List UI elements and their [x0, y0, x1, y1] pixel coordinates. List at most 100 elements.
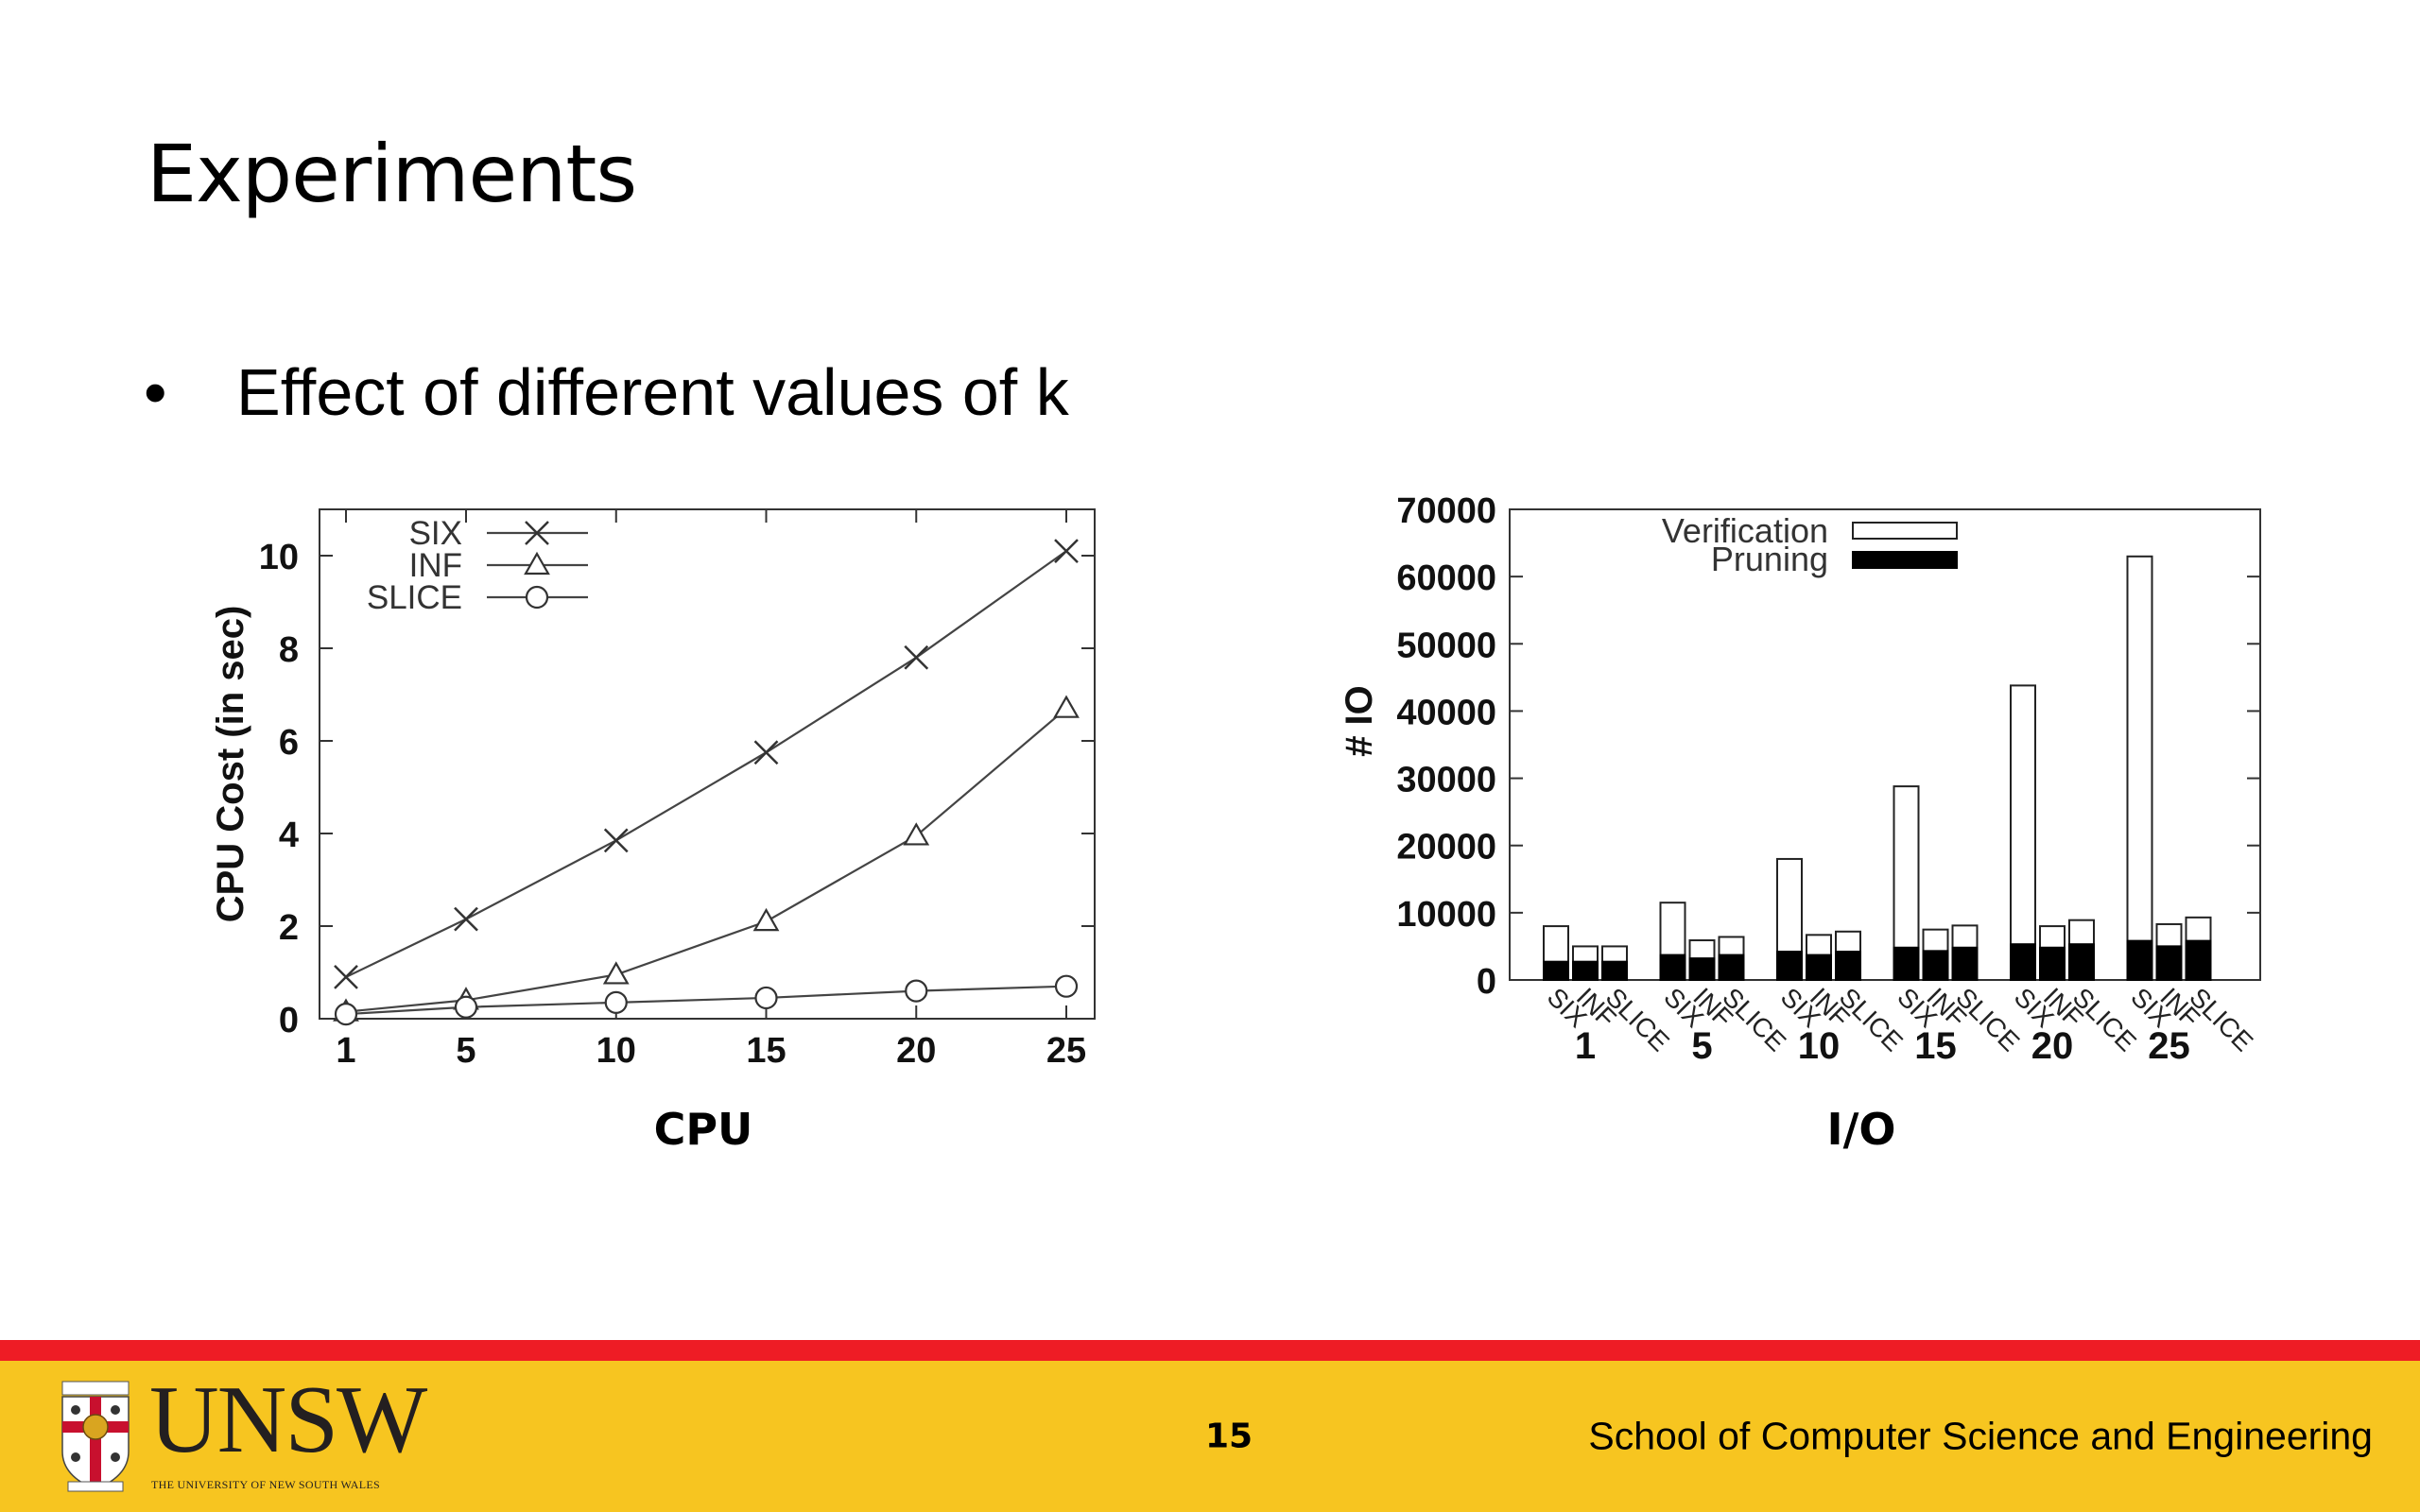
io-bar-pruning: [1543, 960, 1569, 982]
cpu-x-tick-label: 5: [456, 1031, 475, 1071]
io-bar-pruning: [2126, 939, 2153, 981]
cpu-x-tick-label: 1: [336, 1031, 355, 1071]
cpu-legend-label: SIX: [409, 515, 462, 552]
io-y-tick-label: 30000: [1396, 761, 1496, 800]
io-bar-pruning: [2039, 946, 2066, 982]
cpu-x-tick-label: 20: [896, 1031, 936, 1071]
cpu-x-tick-label: 10: [596, 1031, 636, 1071]
io-bar-verification: [1776, 857, 1803, 954]
cpu-y-tick-label: 8: [279, 630, 299, 670]
io-bar-verification: [1893, 785, 1920, 949]
io-y-tick-label: 40000: [1396, 693, 1496, 732]
io-y-tick-label: 10000: [1396, 895, 1496, 935]
io-bar-pruning: [2068, 943, 2095, 982]
cpu-data-point: [334, 965, 358, 989]
cpu-legend-marker: [524, 551, 550, 576]
cpu-plot-frame: [319, 508, 1096, 1020]
cpu-data-point: [454, 906, 478, 932]
io-bar-verification: [2068, 919, 2095, 946]
school-name: School of Computer Science and Engineeri…: [1588, 1414, 2373, 1458]
io-group-label: 5: [1691, 1025, 1712, 1067]
io-bar-pruning: [2155, 945, 2183, 982]
io-bar-verification: [1922, 928, 1949, 953]
cpu-chart-caption: CPU: [653, 1104, 753, 1155]
io-y-tick-label: 70000: [1396, 491, 1496, 531]
cpu-data-point: [904, 644, 929, 670]
io-bar-verification: [1835, 930, 1861, 954]
io-group-label: 1: [1575, 1025, 1596, 1067]
cpu-data-point: [903, 822, 930, 846]
io-bar-verification: [1572, 945, 1599, 963]
cpu-data-point: [603, 828, 629, 853]
io-bar-pruning: [1659, 954, 1686, 981]
cpu-legend-label: SLICE: [367, 579, 462, 616]
io-bar-pruning: [1572, 960, 1599, 982]
cpu-y-axis-label: CPU Cost (in sec): [210, 606, 251, 923]
io-bar-verification: [2126, 555, 2153, 942]
io-group-label: 10: [1798, 1025, 1841, 1067]
io-bar-verification: [1718, 936, 1745, 956]
io-bar-verification: [1806, 934, 1832, 956]
unsw-wordmark: UNSW: [149, 1366, 427, 1473]
cpu-y-tick-label: 0: [279, 1001, 299, 1040]
io-bar-pruning: [2010, 943, 2036, 982]
io-plot-frame: [1509, 508, 2261, 981]
io-bar-pruning: [1922, 950, 1949, 981]
unsw-full-name: THE UNIVERSITY OF NEW SOUTH WALES: [151, 1478, 381, 1491]
io-bar-verification: [1659, 902, 1686, 956]
io-stacked-bar-chart: 0 10000 20000 30000 40000 50000 60000 70000 # IO…: [1339, 491, 2261, 1067]
cpu-legend-marker: [525, 521, 549, 545]
unsw-crest-icon: [61, 1381, 130, 1492]
cpu-y-tick-label: 10: [259, 538, 299, 577]
cpu-legend-label: INF: [409, 547, 462, 584]
cpu-data-point: [1054, 539, 1079, 563]
cpu-data-point: [752, 907, 780, 932]
io-y-tick-label: 60000: [1396, 558, 1496, 598]
io-bar-pruning: [1601, 960, 1628, 982]
io-y-tick-label: 0: [1477, 962, 1496, 1002]
io-bar-verification: [1601, 945, 1628, 963]
slide-title: Experiments: [147, 128, 637, 220]
cpu-data-point: [905, 979, 928, 1003]
cpu-series-line: [345, 707, 1067, 1013]
io-bar-verification: [2185, 916, 2212, 942]
cpu-data-point: [334, 1002, 358, 1026]
io-y-axis-label: # IO: [1339, 685, 1380, 757]
io-bar-pruning: [2185, 939, 2212, 981]
io-group-label: 15: [1914, 1025, 1957, 1067]
io-legend-label-pruning: Pruning: [1711, 540, 1828, 578]
io-bar-pruning: [1718, 954, 1745, 981]
cpu-legend-marker: [525, 585, 549, 610]
io-bar-pruning: [1951, 946, 1979, 982]
page-number: 15: [1204, 1417, 1253, 1456]
cpu-data-point: [454, 995, 478, 1019]
io-bar-verification: [1688, 939, 1716, 960]
io-bar-pruning: [1776, 951, 1803, 981]
cpu-x-tick-label: 25: [1046, 1031, 1086, 1071]
io-bar-verification: [2039, 925, 2066, 949]
io-legend-swatch-pruning: [1852, 551, 1958, 569]
io-bar-pruning: [1806, 954, 1832, 981]
cpu-y-tick-label: 2: [279, 908, 299, 948]
cpu-x-tick-label: 15: [746, 1031, 786, 1071]
cpu-data-point: [753, 740, 779, 765]
cpu-y-tick-label: 4: [279, 816, 299, 855]
io-chart-caption: I/O: [1826, 1104, 1896, 1155]
footer: UNSW THE UNIVERSITY OF NEW SOUTH WALES 1…: [0, 1361, 2420, 1512]
cpu-data-point: [754, 986, 778, 1010]
cpu-data-point: [1054, 974, 1079, 998]
io-group-label: 25: [2148, 1025, 2190, 1067]
io-bar-pruning: [1893, 946, 1920, 982]
cpu-series-line: [345, 985, 1067, 1016]
cpu-data-point: [1053, 695, 1080, 718]
io-bar-pruning: [1835, 951, 1861, 981]
io-bar-pruning: [1688, 957, 1716, 982]
io-legend-label-verification: Verification: [1662, 511, 1828, 550]
io-group-label: 20: [2031, 1025, 2074, 1067]
